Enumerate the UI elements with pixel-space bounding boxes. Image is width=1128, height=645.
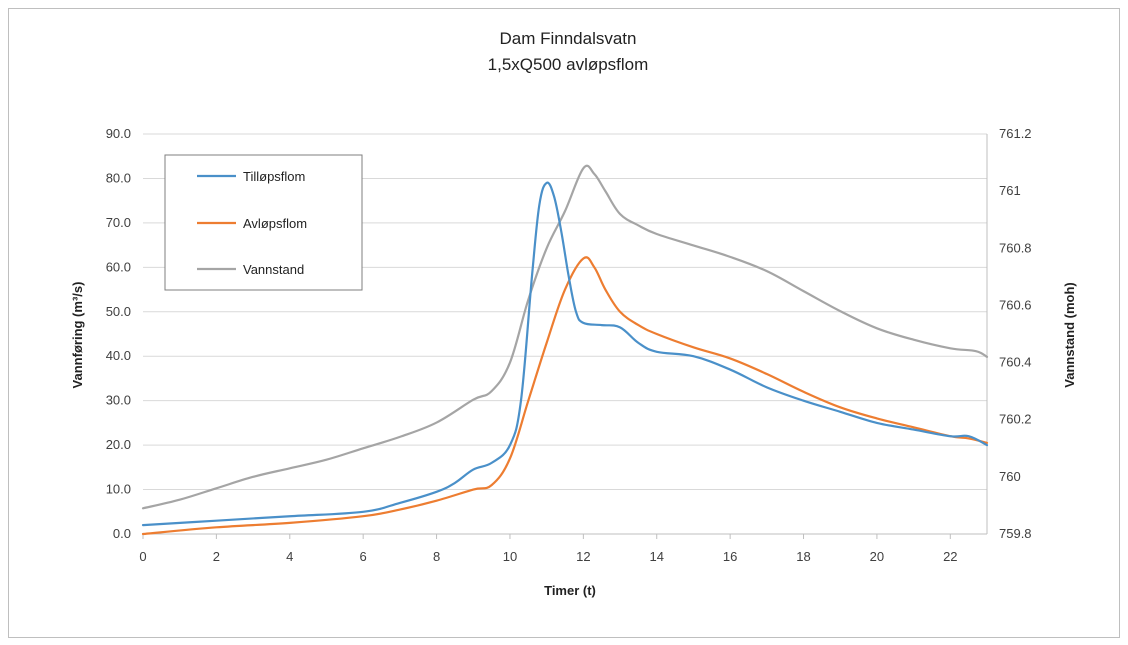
y2-tick-label: 760.2: [999, 412, 1032, 427]
y-tick-label: 30.0: [106, 393, 131, 408]
y-tick-label: 0.0: [113, 526, 131, 541]
series-layer: [141, 164, 989, 536]
series-line-till-psflom: [141, 181, 989, 527]
x-tick-label: 16: [723, 549, 737, 564]
legend-label-avl-psflom: Avløpsflom: [243, 216, 307, 231]
y-tick-label: 40.0: [106, 348, 131, 363]
y-tick-label: 80.0: [106, 170, 131, 185]
x-tick-label: 6: [360, 549, 367, 564]
y-tick-label: 50.0: [106, 304, 131, 319]
x-tick-label: 14: [650, 549, 664, 564]
y2-tick-label: 760.6: [999, 297, 1032, 312]
chart-frame: [8, 8, 1120, 638]
x-axis-title: Timer (t): [544, 583, 596, 598]
y2-tick-label: 760.4: [999, 355, 1032, 370]
y2-tick-label: 761.2: [999, 126, 1032, 141]
y2-tick-label: 761: [999, 183, 1021, 198]
x-tick-label: 2: [213, 549, 220, 564]
y-axis-title: Vannføring (m³/s): [70, 282, 85, 389]
x-tick-label: 8: [433, 549, 440, 564]
y-tick-label: 10.0: [106, 482, 131, 497]
y-tick-label: 90.0: [106, 126, 131, 141]
x-tick-label: 10: [503, 549, 517, 564]
legend-label-till-psflom: Tilløpsflom: [243, 169, 305, 184]
y-tick-label: 20.0: [106, 437, 131, 452]
chart-title: Dam Finndalsvatn: [499, 29, 636, 48]
legend: Tilløpsflom Avløpsflom Vannstand: [164, 154, 363, 291]
chart-subtitle: 1,5xQ500 avløpsflom: [488, 55, 649, 74]
tick-layer: 0.0 10.0 20.0 30.0 40.0 50.0 60.0 70.0 80.0 90.0 7…: [106, 126, 1032, 564]
y-tick-label: 70.0: [106, 215, 131, 230]
x-tick-label: 20: [870, 549, 884, 564]
y2-tick-label: 760: [999, 469, 1021, 484]
legend-label-vannstand: Vannstand: [243, 262, 304, 277]
series-line-avl-psflom: [141, 256, 989, 536]
y2-tick-label: 759.8: [999, 526, 1032, 541]
y2-axis-title: Vannstand (moh): [1062, 282, 1077, 387]
y2-tick-label: 760.8: [999, 240, 1032, 255]
x-tick-label: 0: [139, 549, 146, 564]
x-tick-label: 12: [576, 549, 590, 564]
y-tick-label: 60.0: [106, 259, 131, 274]
x-tick-label: 18: [796, 549, 810, 564]
x-tick-label: 22: [943, 549, 957, 564]
x-tick-label: 4: [286, 549, 293, 564]
series-line-vannstand: [141, 164, 989, 510]
